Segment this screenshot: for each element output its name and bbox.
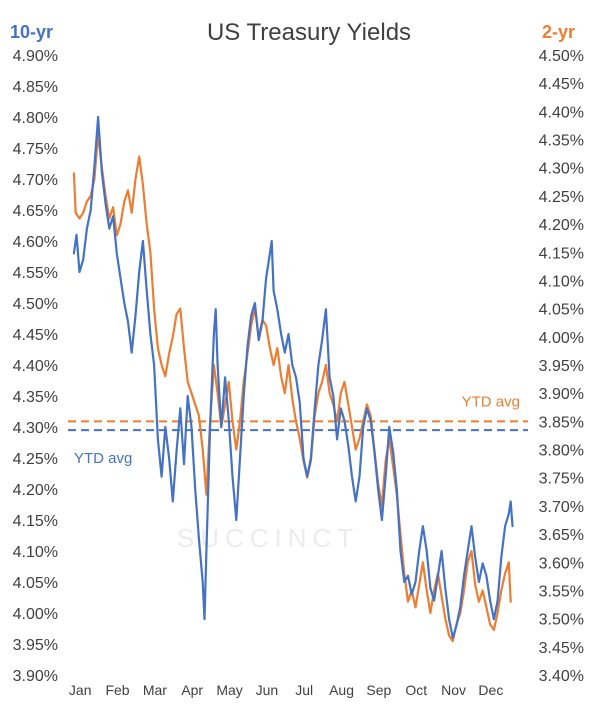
right-tick-label: 3.80% [539, 443, 584, 460]
left-tick-label: 4.40% [13, 358, 58, 375]
right-tick-label: 4.30% [539, 161, 584, 178]
watermark-text: SUCCINCT [177, 523, 359, 553]
left-tick-label: 4.00% [13, 606, 58, 623]
month-label: May [216, 682, 242, 698]
right-tick-label: 3.90% [539, 386, 584, 403]
right-tick-label: 4.40% [539, 104, 584, 121]
left-axis-title: 10-yr [10, 22, 53, 42]
left-tick-label: 3.95% [13, 637, 58, 654]
right-tick-label: 4.05% [539, 302, 584, 319]
right-tick-label: 3.75% [539, 471, 584, 488]
month-label: Jan [69, 682, 92, 698]
right-tick-label: 4.45% [539, 76, 584, 93]
right-tick-label: 4.35% [539, 133, 584, 150]
left-tick-label: 4.45% [13, 327, 58, 344]
right-tick-label: 3.95% [539, 358, 584, 375]
right-tick-label: 4.50% [539, 48, 584, 65]
left-tick-label: 4.50% [13, 296, 58, 313]
ytd-avg-label-2yr: YTD avg [462, 393, 520, 410]
left-tick-label: 4.05% [13, 575, 58, 592]
left-tick-label: 4.90% [13, 48, 58, 65]
left-tick-label: 4.25% [13, 451, 58, 468]
ytd-avg-label-10yr: YTD avg [74, 450, 132, 467]
month-label: Sep [366, 682, 391, 698]
right-tick-label: 3.40% [539, 668, 584, 685]
right-tick-label: 4.25% [539, 189, 584, 206]
left-tick-label: 4.85% [13, 79, 58, 96]
right-tick-label: 3.70% [539, 499, 584, 516]
month-label: Aug [329, 682, 354, 698]
x-axis-ticks: Jan Feb Mar Apr May Jun Jul Aug Sep Oct Nov Dec [69, 682, 503, 698]
left-tick-label: 4.20% [13, 482, 58, 499]
series-lines [72, 115, 514, 643]
left-tick-label: 4.75% [13, 141, 58, 158]
right-tick-label: 4.00% [539, 330, 584, 347]
left-axis-ticks: 4.90% 4.85% 4.80% 4.75% 4.70% 4.65% 4.60% 4.55%… [13, 48, 58, 685]
right-tick-label: 3.85% [539, 414, 584, 431]
right-tick-label: 3.50% [539, 612, 584, 629]
right-tick-label: 4.10% [539, 273, 584, 290]
ytd-average-lines: YTD avg YTD avg [68, 393, 528, 467]
left-tick-label: 4.70% [13, 172, 58, 189]
right-tick-label: 3.55% [539, 583, 584, 600]
right-axis-title: 2-yr [542, 22, 575, 42]
left-tick-label: 4.55% [13, 265, 58, 282]
month-label: Dec [478, 682, 503, 698]
left-tick-label: 4.65% [13, 203, 58, 220]
right-tick-label: 3.65% [539, 527, 584, 544]
right-tick-label: 3.45% [539, 640, 584, 657]
month-label: Nov [441, 682, 466, 698]
month-label: Mar [143, 682, 167, 698]
left-tick-label: 4.15% [13, 513, 58, 530]
month-label: Jul [295, 682, 313, 698]
right-tick-label: 3.60% [539, 555, 584, 572]
month-label: Oct [405, 682, 427, 698]
month-label: Apr [181, 682, 203, 698]
series-line-10yr [72, 115, 514, 639]
right-axis-ticks: 4.50% 4.45% 4.40% 4.35% 4.30% 4.25% 4.20% 4.15%… [539, 48, 584, 685]
right-tick-label: 4.15% [539, 245, 584, 262]
left-tick-label: 4.60% [13, 234, 58, 251]
left-tick-label: 4.35% [13, 389, 58, 406]
right-tick-label: 4.20% [539, 217, 584, 234]
month-label: Feb [105, 682, 129, 698]
chart-title: US Treasury Yields [207, 19, 411, 46]
left-tick-label: 3.90% [13, 668, 58, 685]
left-tick-label: 4.80% [13, 110, 58, 127]
month-label: Jun [256, 682, 279, 698]
series-line-2yr [72, 132, 512, 643]
left-tick-label: 4.30% [13, 420, 58, 437]
left-tick-label: 4.10% [13, 544, 58, 561]
